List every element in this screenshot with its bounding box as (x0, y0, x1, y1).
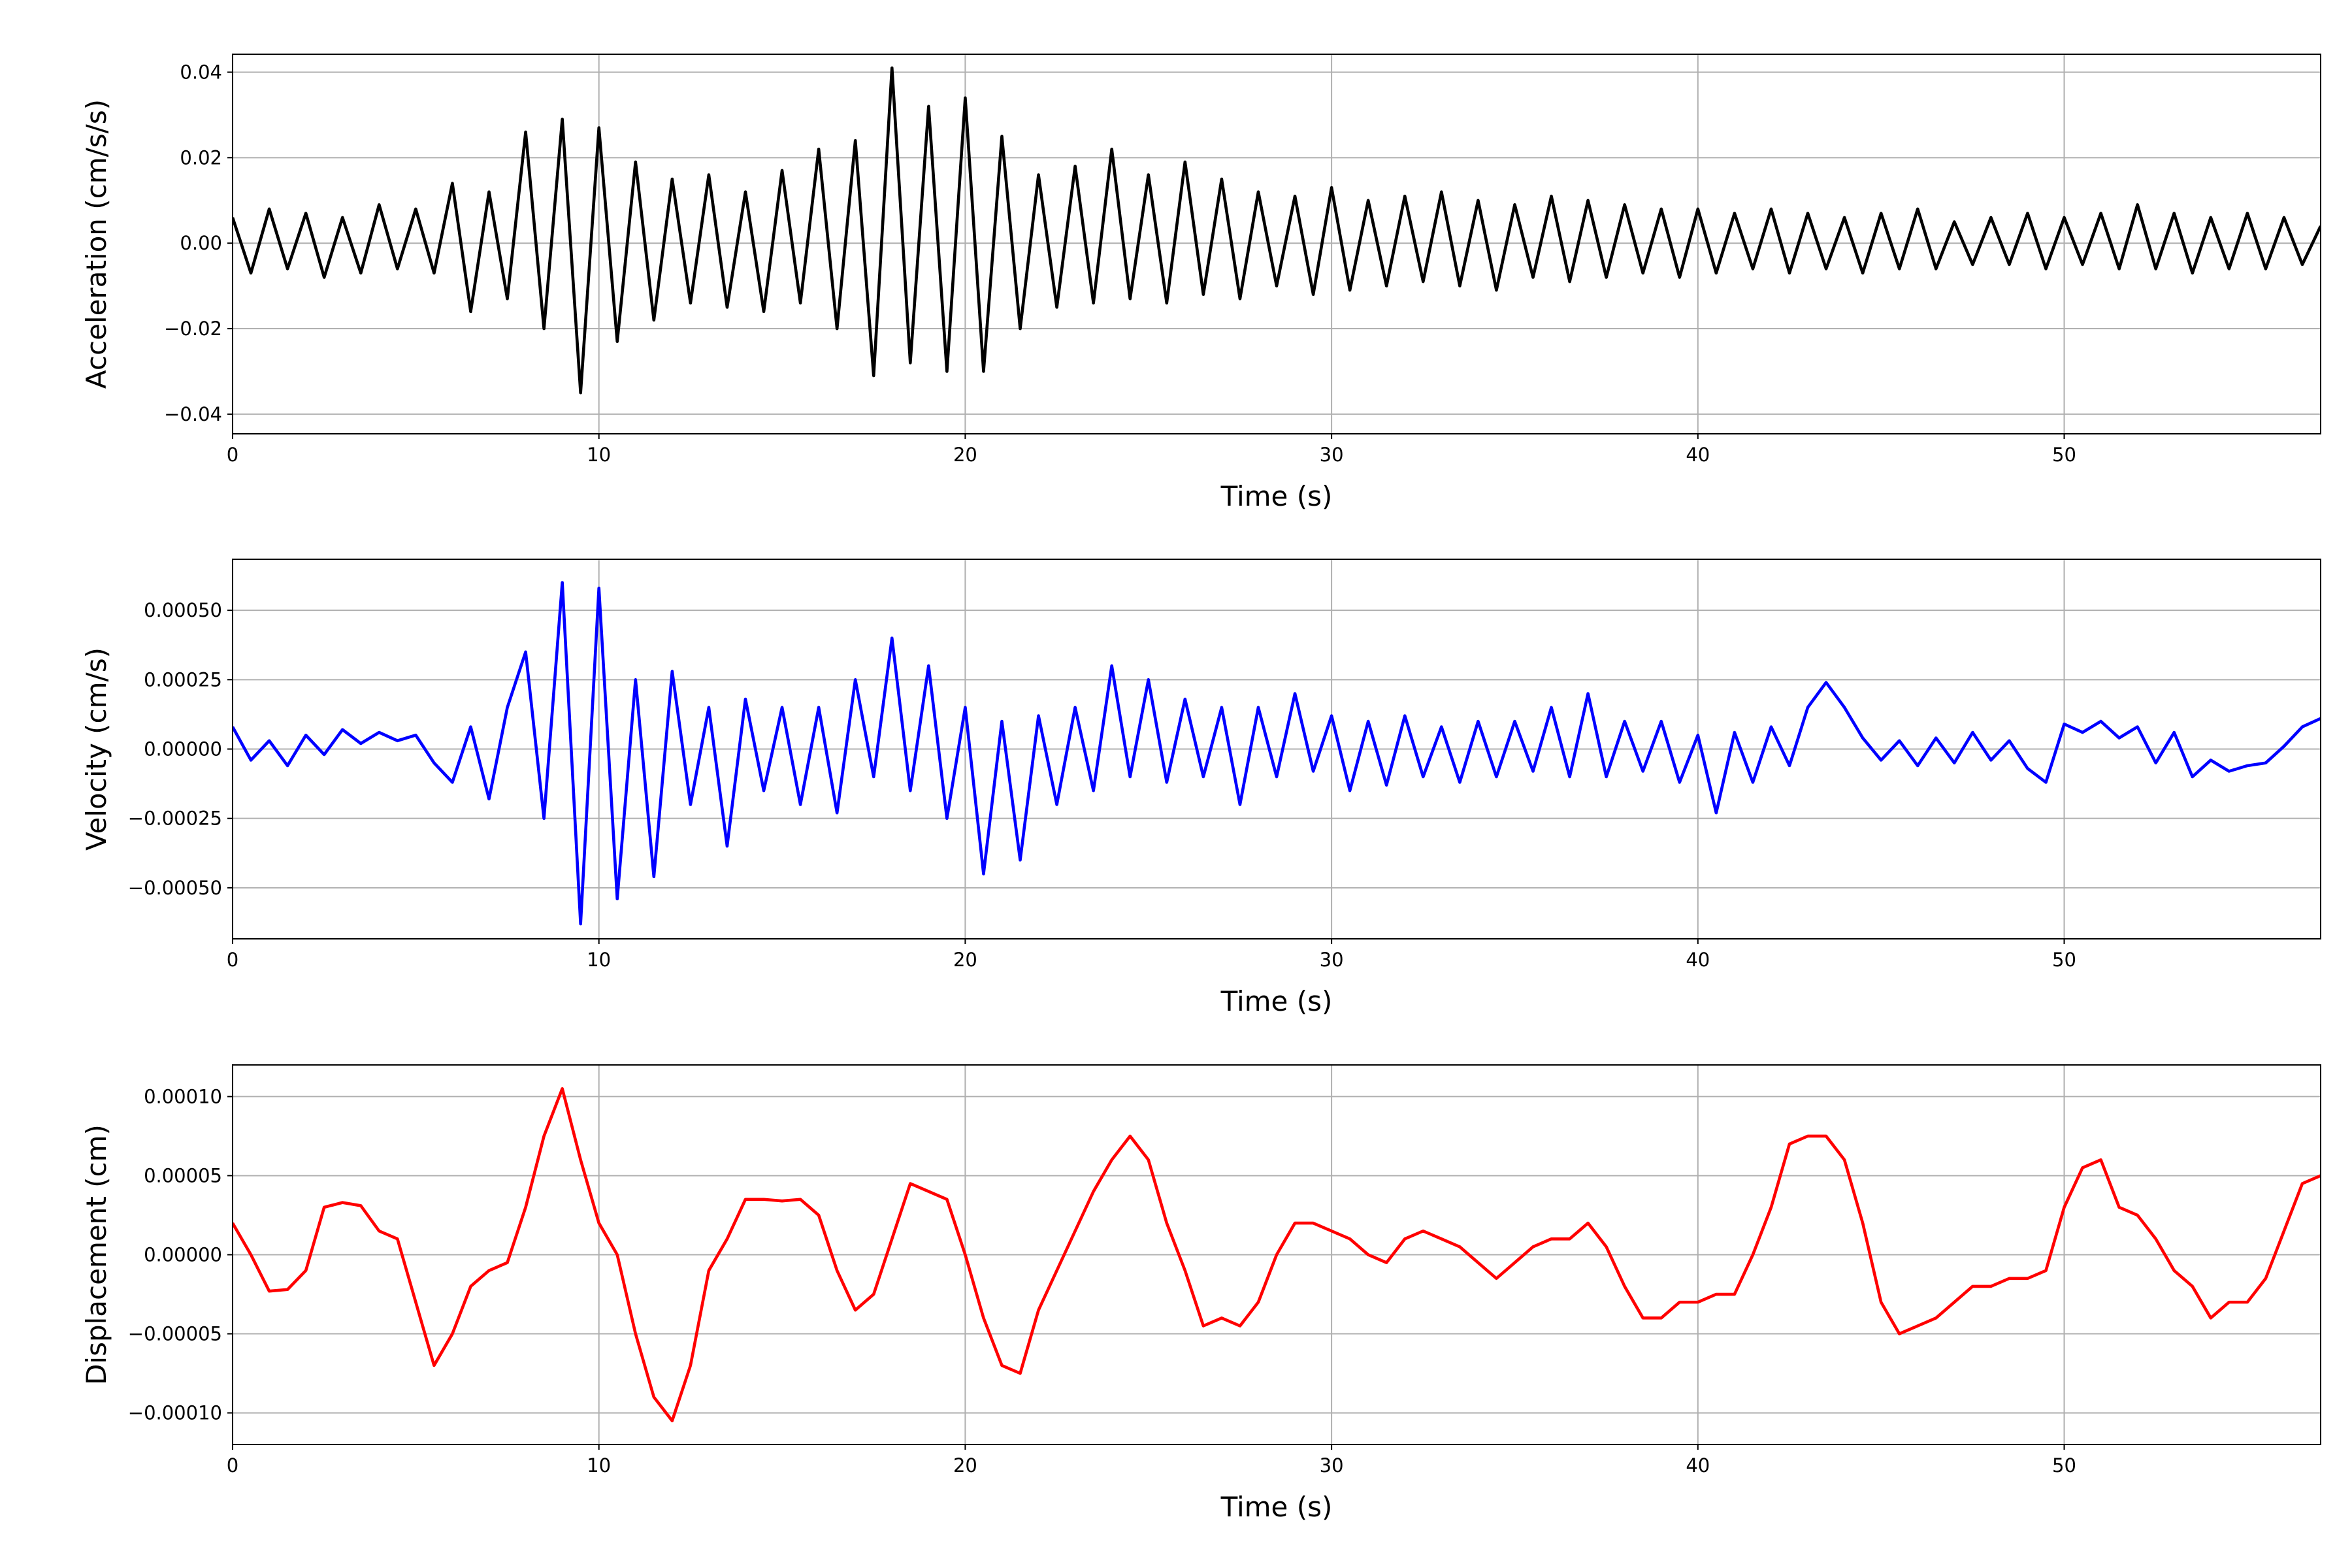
x-tick-label: 30 (1320, 444, 1344, 466)
y-axis-label: Acceleration (cm/s/s) (80, 99, 112, 389)
x-tick-label: 20 (953, 444, 977, 466)
x-axis-label: Time (s) (1220, 480, 1333, 512)
y-tick-label: 0.00 (180, 232, 222, 254)
data-line (233, 66, 2321, 395)
axes-frame (232, 1064, 2321, 1445)
y-tick-label: −0.02 (164, 318, 222, 340)
y-tick-label: 0.00050 (144, 599, 222, 621)
y-tick-label: −0.00005 (128, 1323, 222, 1345)
panel: 0 10 20 30 40 50 −0.00050 −0.00025 0.00000 0.0002… (80, 559, 2321, 1017)
y-tick-label: −0.00025 (128, 808, 222, 830)
x-tick-label: 20 (953, 1454, 977, 1477)
y-tick-label: −0.00010 (128, 1402, 222, 1424)
x-tick-label: 0 (227, 444, 238, 466)
x-tick-label: 30 (1320, 1454, 1344, 1477)
panel: 0 10 20 30 40 50 −0.04 −0.02 0.00 0.02 0.04 Time (s… (80, 54, 2321, 512)
x-axis-label: Time (s) (1220, 985, 1333, 1017)
x-tick-label: 0 (227, 949, 238, 971)
axes-frame (232, 54, 2321, 434)
x-tick-label: 50 (2052, 1454, 2076, 1477)
y-tick-label: 0.00005 (144, 1164, 222, 1186)
y-tick-label: −0.00050 (128, 877, 222, 899)
x-tick-label: 40 (1686, 1454, 1710, 1477)
x-tick-label: 40 (1686, 444, 1710, 466)
x-tick-label: 10 (587, 949, 611, 971)
y-tick-label: 0.00025 (144, 668, 222, 691)
x-tick-label: 10 (587, 1454, 611, 1477)
y-tick-label: −0.04 (164, 403, 222, 425)
y-tick-label: 0.00000 (144, 1244, 222, 1266)
x-tick-label: 50 (2052, 949, 2076, 971)
y-tick-label: 0.04 (180, 61, 222, 83)
x-tick-label: 40 (1686, 949, 1710, 971)
x-tick-label: 30 (1320, 949, 1344, 971)
y-tick-label: 0.02 (180, 146, 222, 169)
data-line (233, 1087, 2321, 1422)
x-tick-label: 0 (227, 1454, 238, 1477)
y-tick-label: 0.00000 (144, 738, 222, 760)
x-tick-label: 20 (953, 949, 977, 971)
x-tick-label: 50 (2052, 444, 2076, 466)
y-axis-label: Velocity (cm/s) (80, 647, 112, 851)
data-line (233, 581, 2321, 926)
y-tick-label: 0.00010 (144, 1085, 222, 1107)
y-axis-label: Displacement (cm) (80, 1124, 112, 1385)
x-tick-label: 10 (587, 444, 611, 466)
x-axis-label: Time (s) (1220, 1491, 1333, 1523)
panel: 0 10 20 30 40 50 −0.00010 −0.00005 0.00000 0.0000… (80, 1064, 2321, 1523)
axes-frame (232, 559, 2321, 939)
